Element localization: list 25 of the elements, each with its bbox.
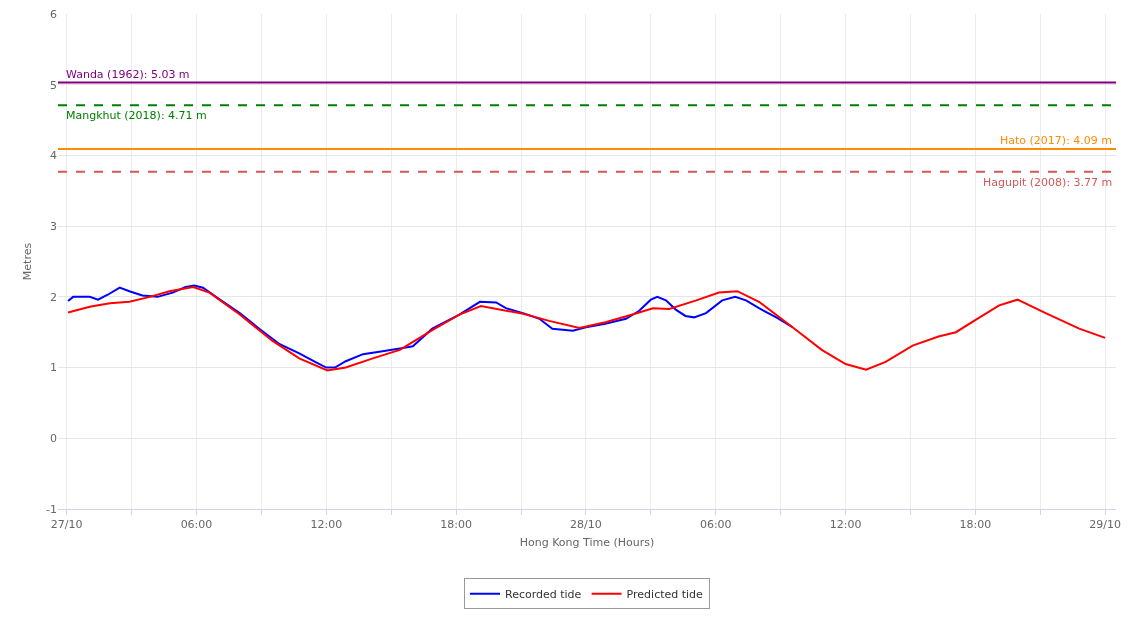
y-axis-title: Metres [20, 242, 34, 281]
ref-line-label: Mangkhut (2018): 4.71 m [66, 109, 207, 122]
x-tick-label: 12:00 [310, 518, 343, 532]
x-tick-label: 27/10 [50, 518, 83, 532]
x-tick-label: 18:00 [440, 518, 472, 532]
y-tick-label: 0 [50, 432, 57, 446]
y-tick-label: -1 [46, 502, 57, 516]
y-tick-label: 2 [50, 290, 57, 304]
ref-line-label: Hagupit (2008): 3.77 m [983, 176, 1113, 189]
y-tick-label: 5 [50, 78, 57, 92]
y-tick-label: 3 [50, 219, 57, 233]
x-tick-label: 18:00 [959, 518, 992, 532]
y-tick-label: 4 [50, 149, 57, 163]
y-tick-label: 1 [50, 361, 57, 375]
legend-label: Recorded tide [505, 588, 582, 602]
ref-line-label: Wanda (1962): 5.03 m [66, 68, 190, 81]
x-axis-title: Hong Kong Time (Hours) [519, 536, 655, 550]
x-tick-label: 28/10 [570, 518, 602, 532]
ref-line-label: Hato (2017): 4.09 m [1000, 134, 1113, 147]
y-tick-label: 6 [50, 7, 57, 21]
x-tick-label: 12:00 [829, 518, 862, 532]
x-tick-label: 06:00 [699, 518, 732, 532]
x-tick-label: 29/10 [1089, 518, 1122, 532]
legend-label: Predicted tide [626, 588, 704, 602]
x-tick-label: 06:00 [180, 518, 213, 532]
